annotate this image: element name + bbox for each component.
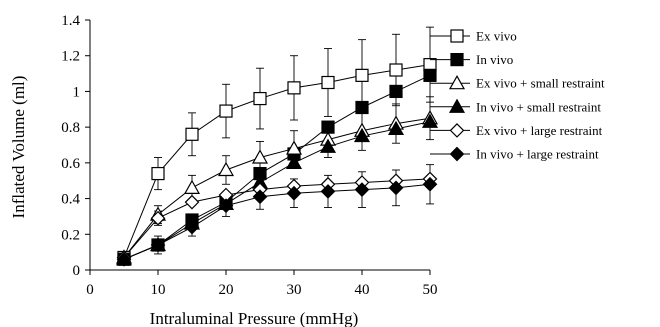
data-point xyxy=(219,104,233,118)
series-line xyxy=(123,178,431,258)
legend-label: Ex vivo + small restraint xyxy=(476,76,605,91)
data-point xyxy=(389,84,403,99)
legend-marker xyxy=(449,123,465,138)
y-tick-label: 1.4 xyxy=(61,13,80,29)
legend: Ex vivo In vivo Ex vivo + small restraint I… xyxy=(430,29,605,162)
data-point xyxy=(421,113,439,128)
data-point xyxy=(285,154,303,169)
data-point xyxy=(252,189,268,205)
legend-marker xyxy=(450,52,464,67)
data-point xyxy=(150,210,166,226)
data-point xyxy=(320,184,336,199)
data-point xyxy=(387,120,405,136)
data-point xyxy=(285,140,303,155)
data-point xyxy=(353,127,371,143)
legend-label: Ex vivo xyxy=(476,29,517,44)
data-point xyxy=(423,68,437,82)
legend-label: In vivo + large restraint xyxy=(476,147,599,162)
series-line xyxy=(123,117,431,258)
data-point xyxy=(422,176,438,192)
data-point xyxy=(355,68,369,82)
data-point xyxy=(286,185,302,201)
data-point xyxy=(388,180,404,196)
series-line xyxy=(123,121,431,260)
x-tick-label: 0 xyxy=(86,282,94,298)
series-lines xyxy=(123,64,431,260)
data-point xyxy=(287,81,301,95)
series-markers xyxy=(115,58,439,267)
axes: 0 0.2 0.4 0.6 0.8 1 1.2 1.4 0 10 20 30 40 50 xyxy=(61,13,437,298)
data-point xyxy=(354,182,370,197)
data-point xyxy=(389,63,403,77)
y-axis-title: Inflated Volume (ml) xyxy=(9,76,28,219)
x-tick-label: 10 xyxy=(151,282,166,298)
series-line xyxy=(123,64,431,258)
y-tick-label: 0.8 xyxy=(61,120,80,136)
y-tick-label: 1 xyxy=(73,84,81,100)
y-tick-label: 0.4 xyxy=(61,192,80,208)
data-point xyxy=(150,237,166,253)
data-point xyxy=(185,127,199,141)
y-tick-label: 0.6 xyxy=(61,156,80,172)
x-tick-label: 30 xyxy=(287,282,302,298)
data-point xyxy=(151,166,165,181)
y-tick-label: 0 xyxy=(73,263,81,279)
legend-label: In vivo + small restraint xyxy=(476,99,601,114)
data-point xyxy=(183,179,201,194)
data-point xyxy=(321,120,335,134)
legend-label: In vivo xyxy=(476,52,513,67)
legend-label: Ex vivo + large restraint xyxy=(476,123,603,138)
legend-marker xyxy=(448,98,466,113)
data-point xyxy=(217,161,235,177)
data-point xyxy=(253,91,267,106)
series-line xyxy=(123,183,431,260)
legend-marker xyxy=(450,29,464,43)
x-tick-label: 50 xyxy=(423,282,438,298)
data-point xyxy=(116,251,132,267)
x-tick-label: 20 xyxy=(219,282,234,298)
y-tick-label: 1.2 xyxy=(61,49,80,65)
data-point xyxy=(184,194,200,210)
data-point xyxy=(218,198,234,214)
series-line xyxy=(123,74,431,260)
y-tick-label: 0.2 xyxy=(61,227,80,243)
data-point xyxy=(321,75,335,90)
data-point xyxy=(319,138,337,153)
data-point xyxy=(184,219,200,235)
x-axis-title: Intraluminal Pressure (mmHg) xyxy=(150,309,359,327)
x-tick-label: 40 xyxy=(355,282,370,298)
data-point xyxy=(251,149,269,164)
data-point xyxy=(355,100,369,115)
legend-marker xyxy=(449,146,465,162)
legend-marker xyxy=(448,74,466,90)
